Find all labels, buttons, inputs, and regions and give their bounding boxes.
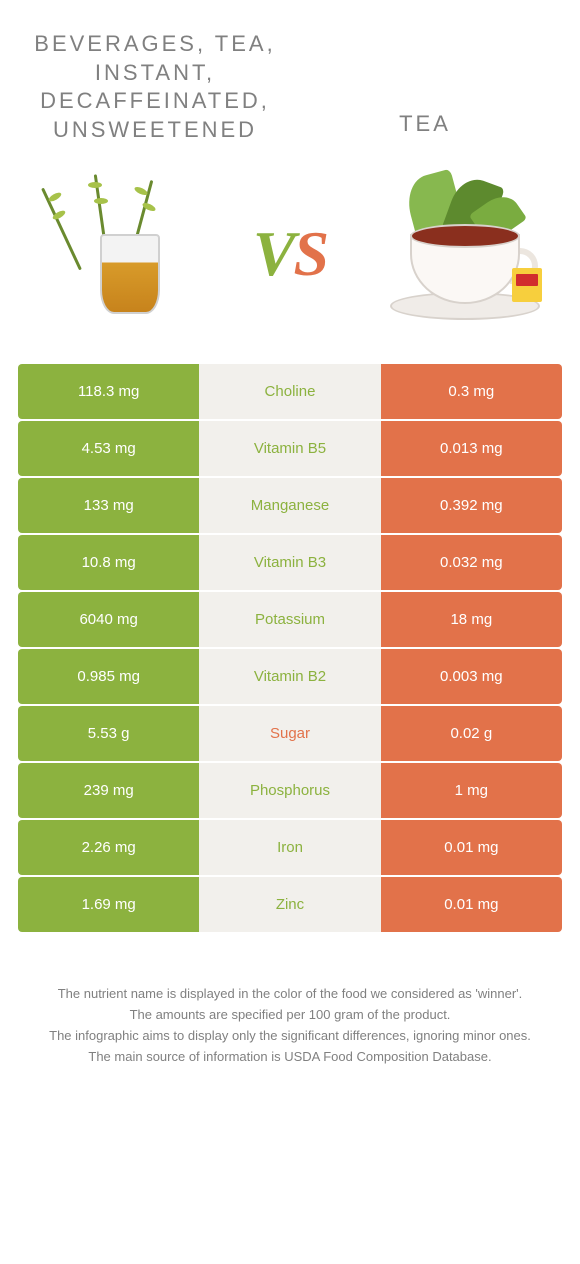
left-value: 239 mg <box>18 763 199 818</box>
right-food-illustration <box>370 174 550 334</box>
table-row: 1.69 mgZinc0.01 mg <box>18 877 562 932</box>
left-value: 0.985 mg <box>18 649 199 704</box>
left-food-title: Beverages, tea, instant, decaffeinated, … <box>20 30 290 144</box>
nutrient-name: Manganese <box>199 478 380 533</box>
nutrient-name: Zinc <box>199 877 380 932</box>
left-value: 133 mg <box>18 478 199 533</box>
header: Beverages, tea, instant, decaffeinated, … <box>0 0 580 164</box>
nutrient-name: Sugar <box>199 706 380 761</box>
right-value: 18 mg <box>381 592 562 647</box>
table-row: 118.3 mgCholine0.3 mg <box>18 364 562 419</box>
footnote-line: The main source of information is USDA F… <box>30 1047 550 1068</box>
left-value: 5.53 g <box>18 706 199 761</box>
tea-tag-icon <box>512 268 542 302</box>
table-row: 5.53 gSugar0.02 g <box>18 706 562 761</box>
footnote-line: The nutrient name is displayed in the co… <box>30 984 550 1005</box>
table-row: 4.53 mgVitamin B50.013 mg <box>18 421 562 476</box>
table-row: 6040 mgPotassium18 mg <box>18 592 562 647</box>
vs-s: S <box>294 218 328 289</box>
table-row: 0.985 mgVitamin B20.003 mg <box>18 649 562 704</box>
right-value: 1 mg <box>381 763 562 818</box>
nutrient-name: Vitamin B5 <box>199 421 380 476</box>
right-value: 0.01 mg <box>381 820 562 875</box>
nutrient-name: Iron <box>199 820 380 875</box>
nutrient-name: Vitamin B2 <box>199 649 380 704</box>
footnote-line: The infographic aims to display only the… <box>30 1026 550 1047</box>
nutrient-name: Vitamin B3 <box>199 535 380 590</box>
right-value: 0.02 g <box>381 706 562 761</box>
left-value: 10.8 mg <box>18 535 199 590</box>
nutrient-name: Potassium <box>199 592 380 647</box>
left-value: 1.69 mg <box>18 877 199 932</box>
right-value: 0.003 mg <box>381 649 562 704</box>
vs-label: VS <box>253 217 327 291</box>
nutrient-name: Phosphorus <box>199 763 380 818</box>
table-row: 2.26 mgIron0.01 mg <box>18 820 562 875</box>
right-food-title: Tea <box>290 30 560 139</box>
left-value: 118.3 mg <box>18 364 199 419</box>
vs-row: VS <box>0 164 580 364</box>
table-row: 10.8 mgVitamin B30.032 mg <box>18 535 562 590</box>
table-row: 239 mgPhosphorus1 mg <box>18 763 562 818</box>
footnote-line: The amounts are specified per 100 gram o… <box>30 1005 550 1026</box>
right-value: 0.3 mg <box>381 364 562 419</box>
table-row: 133 mgManganese0.392 mg <box>18 478 562 533</box>
left-value: 2.26 mg <box>18 820 199 875</box>
right-value: 0.032 mg <box>381 535 562 590</box>
vs-v: V <box>253 218 294 289</box>
nutrient-name: Choline <box>199 364 380 419</box>
left-value: 6040 mg <box>18 592 199 647</box>
right-value: 0.01 mg <box>381 877 562 932</box>
right-value: 0.392 mg <box>381 478 562 533</box>
comparison-table: 118.3 mgCholine0.3 mg4.53 mgVitamin B50.… <box>0 364 580 932</box>
right-value: 0.013 mg <box>381 421 562 476</box>
footnotes: The nutrient name is displayed in the co… <box>0 934 580 1067</box>
left-value: 4.53 mg <box>18 421 199 476</box>
left-food-illustration <box>30 174 210 334</box>
